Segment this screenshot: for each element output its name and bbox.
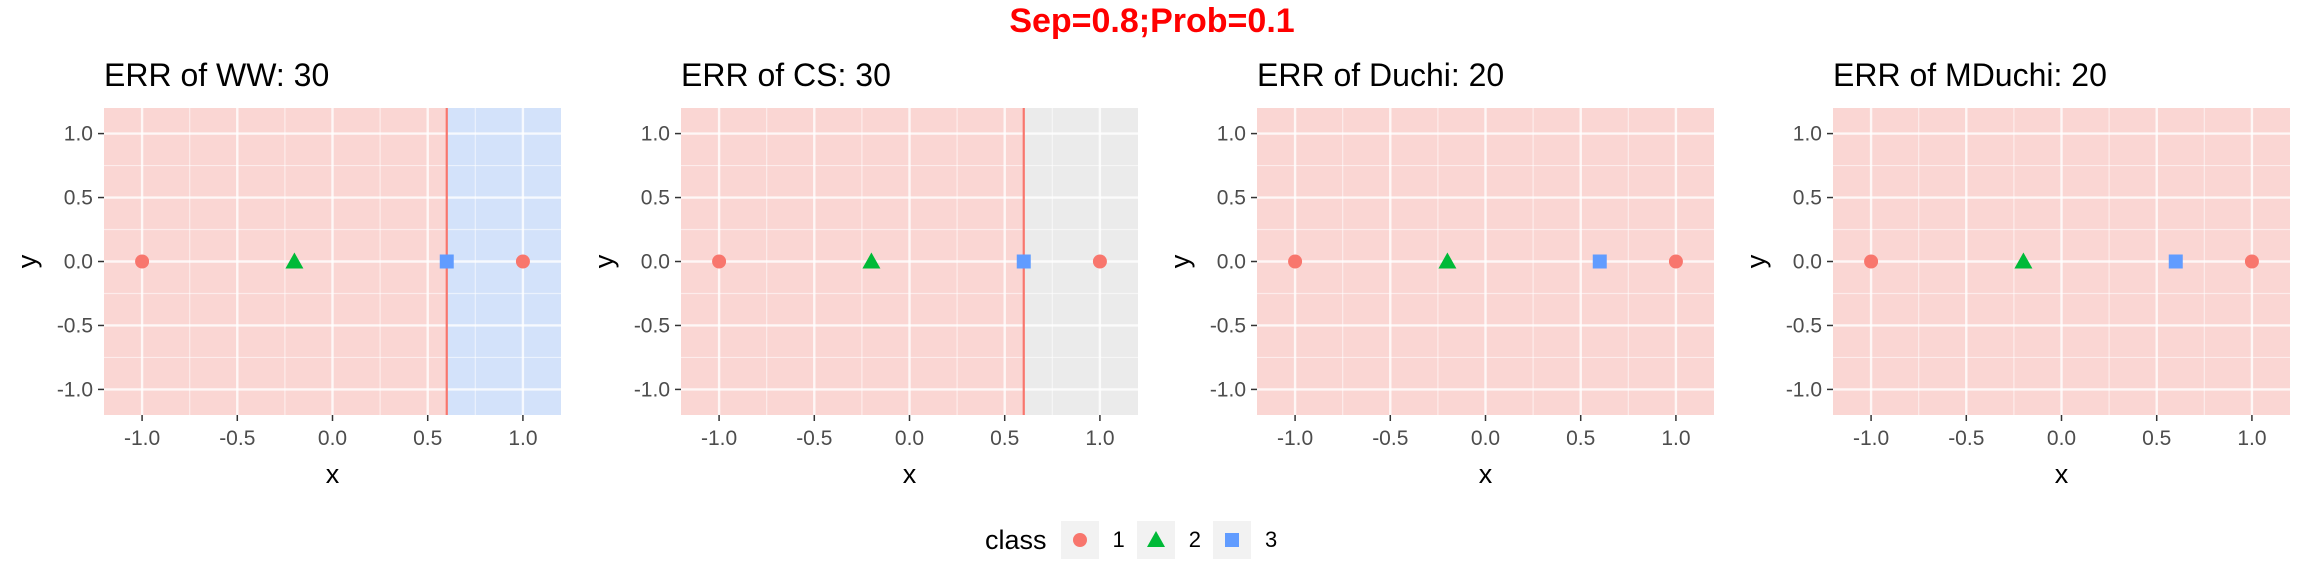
legend: class 1 2 3 — [985, 512, 1289, 568]
chart-panel-1: -1.0 -0.5 0.0 0.5 1.0 1.0 0.5 0.0 -0.5 -1.0 x y ERR … — [12, 57, 561, 489]
data-point-class-2 — [2014, 252, 2033, 269]
triangle-icon — [1136, 521, 1175, 559]
y-tick-label: -0.5 — [57, 314, 93, 337]
figure-title: Sep=0.8;Prob=0.1 — [1009, 2, 1295, 40]
x-tick-label: 0.0 — [2047, 427, 2076, 450]
x-axis-label: x — [2055, 459, 2069, 489]
x-tick-label: 0.5 — [413, 427, 442, 450]
circle-icon — [1060, 521, 1099, 559]
data-point-class-1 — [2244, 254, 2259, 269]
x-tick-label: 0.5 — [1566, 427, 1595, 450]
y-tick-label: -1.0 — [634, 378, 670, 401]
y-tick-label: 0.5 — [1793, 187, 1822, 210]
x-tick-label: -1.0 — [124, 427, 160, 450]
x-tick-label: 0.0 — [318, 427, 347, 450]
data-point-class-1 — [1864, 254, 1879, 269]
data-point-class-3 — [439, 254, 454, 269]
y-axis-label: y — [1741, 254, 1771, 268]
legend-title: class — [985, 524, 1047, 555]
y-tick-label: 1.0 — [1793, 123, 1822, 146]
data-point-class-1 — [1092, 254, 1107, 269]
x-tick-label: 0.0 — [895, 427, 924, 450]
x-tick-label: 0.5 — [990, 427, 1019, 450]
y-tick-label: -0.5 — [634, 314, 670, 337]
x-tick-label: -1.0 — [1277, 427, 1313, 450]
x-tick-label: -0.5 — [1372, 427, 1408, 450]
legend-item-class-2: 2 — [1136, 521, 1202, 559]
x-tick-label: 1.0 — [508, 427, 537, 450]
x-axis-label: x — [1479, 459, 1493, 489]
y-tick-label: 0.5 — [641, 187, 670, 210]
y-tick-label: 0.5 — [1217, 187, 1246, 210]
y-tick-label: 1.0 — [64, 123, 93, 146]
data-point-class-3 — [1592, 254, 1607, 269]
x-tick-label: -0.5 — [219, 427, 255, 450]
x-axis-label: x — [903, 459, 917, 489]
legend-key-marker — [1225, 533, 1240, 547]
x-tick-label: 1.0 — [1661, 427, 1690, 450]
x-tick-label: -0.5 — [796, 427, 832, 450]
x-axis-label: x — [326, 459, 340, 489]
y-tick-label: 1.0 — [641, 123, 670, 146]
y-tick-label: 0.5 — [64, 187, 93, 210]
x-tick-label: -1.0 — [701, 427, 737, 450]
panel-title: ERR of Duchi: 20 — [1257, 57, 1504, 93]
square-icon — [1213, 521, 1252, 559]
y-tick-label: -1.0 — [57, 378, 93, 401]
legend-item-label: 2 — [1188, 527, 1202, 552]
chart-panel-3: -1.0 -0.5 0.0 0.5 1.0 1.0 0.5 0.0 -0.5 -1.0 x y ERR … — [1165, 57, 1714, 489]
y-tick-label: 0.0 — [1217, 251, 1246, 274]
y-tick-label: -1.0 — [1786, 378, 1822, 401]
data-point-class-1 — [1668, 254, 1683, 269]
legend-key-marker — [1146, 531, 1165, 547]
legend-item-label: 1 — [1112, 527, 1125, 552]
panel-title: ERR of CS: 30 — [681, 57, 891, 93]
y-tick-label: 0.0 — [64, 251, 93, 274]
y-tick-label: 1.0 — [1217, 123, 1246, 146]
y-tick-label: 0.0 — [1793, 251, 1822, 274]
y-axis-label: y — [589, 254, 619, 268]
x-tick-label: 0.0 — [1471, 427, 1500, 450]
data-point-class-1 — [515, 254, 530, 269]
data-point-class-2 — [862, 252, 881, 269]
data-point-class-1 — [712, 254, 727, 269]
x-tick-label: -1.0 — [1853, 427, 1889, 450]
legend-item-label: 3 — [1265, 527, 1278, 552]
panel-title: ERR of MDuchi: 20 — [1833, 57, 2107, 93]
data-point-class-3 — [1016, 254, 1031, 269]
x-tick-label: 1.0 — [1085, 427, 1114, 450]
y-tick-label: -0.5 — [1210, 314, 1246, 337]
x-tick-label: 0.5 — [2142, 427, 2171, 450]
x-tick-label: -0.5 — [1948, 427, 1984, 450]
data-point-class-2 — [285, 252, 304, 269]
y-axis-label: y — [12, 254, 42, 268]
legend-item-class-1: 1 — [1060, 521, 1125, 559]
y-tick-label: -0.5 — [1786, 314, 1822, 337]
legend-item-class-3: 3 — [1213, 521, 1277, 559]
y-axis-label: y — [1165, 254, 1195, 268]
y-tick-label: -1.0 — [1210, 378, 1246, 401]
legend-key-marker — [1072, 533, 1087, 547]
chart-panel-2: -1.0 -0.5 0.0 0.5 1.0 1.0 0.5 0.0 -0.5 -1.0 x y ERR … — [589, 57, 1138, 489]
y-tick-label: 0.0 — [641, 251, 670, 274]
data-point-class-1 — [135, 254, 150, 269]
panel-title: ERR of WW: 30 — [104, 57, 329, 93]
x-tick-label: 1.0 — [2237, 427, 2266, 450]
data-point-class-2 — [1438, 252, 1457, 269]
chart-panel-4: -1.0 -0.5 0.0 0.5 1.0 1.0 0.5 0.0 -0.5 -1.0 x y ERR … — [1741, 57, 2290, 489]
data-point-class-1 — [1288, 254, 1303, 269]
data-point-class-3 — [2168, 254, 2183, 269]
